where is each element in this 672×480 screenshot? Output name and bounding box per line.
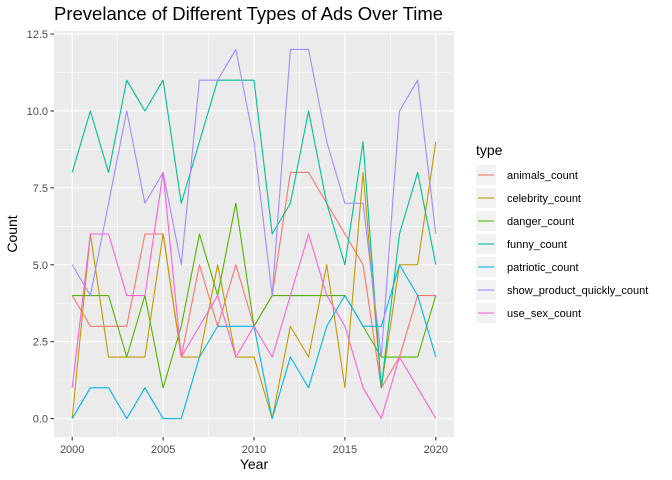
legend-label: funny_count — [507, 239, 567, 251]
series-line-celebrity-count — [71, 141, 437, 420]
legend-title: type — [476, 142, 503, 158]
x-tick-label: 2020 — [424, 444, 448, 456]
legend-label: use_sex_count — [507, 308, 581, 320]
legend-label: celebrity_count — [507, 193, 581, 205]
y-axis-ticks: 0.0 2.5 5.0 7.5 10.0 12.5 — [27, 29, 54, 426]
series-line-use-sex-count — [71, 171, 437, 420]
y-axis-title: Count — [4, 215, 20, 252]
y-tick-label: 5.0 — [33, 260, 48, 272]
legend-label: show_product_quickly_count — [507, 285, 648, 297]
y-tick-label: 10.0 — [27, 106, 48, 118]
series-lines — [71, 48, 437, 420]
y-tick-label: 7.5 — [33, 183, 48, 195]
legend-items: animals_count celebrity_count danger_count… — [476, 165, 648, 323]
x-tick-label: 2000 — [60, 444, 84, 456]
x-tick-label: 2010 — [242, 444, 266, 456]
legend-label: danger_count — [507, 216, 574, 228]
x-axis-ticks: 2000 2005 2010 2015 2020 — [60, 437, 448, 456]
legend-label: patriotic_count — [507, 262, 579, 274]
series-line-show-product-quickly-count — [71, 48, 437, 358]
y-tick-label: 2.5 — [33, 337, 48, 349]
y-tick-label: 12.5 — [27, 29, 48, 41]
y-tick-label: 0.0 — [33, 414, 48, 426]
legend: type animals_count celebrity_count danger_… — [476, 142, 648, 323]
x-axis-title: Year — [240, 456, 269, 472]
chart-title: Prevelance of Different Types of Ads Ove… — [54, 3, 443, 24]
x-tick-label: 2015 — [333, 444, 357, 456]
x-tick-label: 2005 — [151, 444, 175, 456]
legend-label: animals_count — [507, 170, 578, 182]
